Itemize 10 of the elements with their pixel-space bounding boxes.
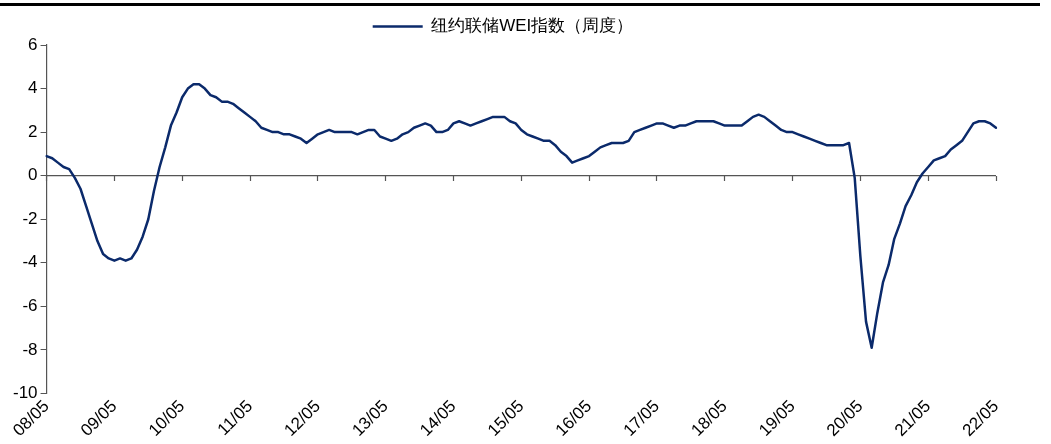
y-tick-label: -2: [22, 208, 38, 228]
y-tick-label: 0: [28, 165, 38, 185]
y-tick-label: -10: [12, 383, 38, 403]
y-tick-label: 2: [28, 121, 38, 141]
y-tick-label: 4: [28, 78, 38, 98]
y-tick-label: -8: [22, 339, 38, 359]
y-tick-label: 6: [28, 34, 38, 54]
y-tick-label: -4: [22, 252, 38, 272]
y-tick-label: -6: [22, 296, 38, 316]
legend-label: 纽约联储WEI指数（周度）: [431, 16, 634, 36]
